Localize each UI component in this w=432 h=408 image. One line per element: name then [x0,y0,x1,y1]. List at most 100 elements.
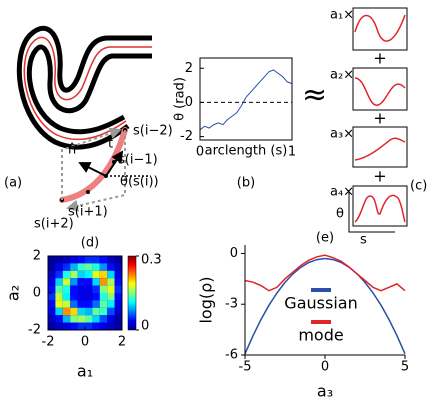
heatmap-cell [70,285,78,293]
heatmap-cell [48,285,56,293]
y-tick-label: 2 [185,61,193,76]
heatmap-cell [107,270,115,279]
heatmap-cell [99,278,108,286]
colorbar-tick-label: 0 [141,319,149,334]
tangent-label: t̂ [107,136,113,151]
worm-drawing [16,25,152,212]
point-label: s(i+1) [68,205,108,220]
term-label: a₄× [330,185,354,200]
heatmap-cell [85,270,93,279]
heatmap-cell [114,300,122,308]
chart-title: (b) [237,176,255,191]
heatmap-cell [92,256,100,264]
data-line [244,254,406,292]
heatmap-cell [92,315,100,323]
x-tick-label: 5 [401,360,409,375]
y-tick-label: 0 [33,286,41,301]
heatmap-cell [62,293,71,301]
heatmap-cell [107,315,115,323]
y-tick-label: -3 [225,297,238,312]
heatmap-cell [77,278,85,286]
heatmap-cell [77,263,85,271]
heatmap-cell [114,270,122,279]
heatmap-cell [70,307,78,316]
x-tick-label: 0 [196,145,204,160]
heatmap-cell [55,285,63,293]
heatmap-cell [48,278,56,286]
data-line [199,69,293,131]
point-label: s(i−2) [133,124,173,139]
heatmap-cell [85,293,93,301]
heatmap-cell [62,285,71,293]
y-tick-label: -2 [28,323,41,338]
x-tick-label: 2 [118,335,126,350]
heatmap-cell [62,307,71,316]
heatmap-cell [62,270,71,279]
chart-title: (d) [81,236,99,251]
heatmap-cell [107,285,115,293]
heatmap-cell [55,293,63,301]
heatmap-cell [70,270,78,279]
heatmap-cell [114,322,122,330]
heatmap-cell [62,263,71,271]
heatmap-cell [77,315,85,323]
approx-sign: ≈ [302,78,327,113]
normal-label: n̂ [68,143,76,158]
heatmap-cell [55,300,63,308]
heatmap-cell [48,315,56,323]
plus-sign: + [373,109,386,128]
colorbar [127,255,137,331]
heatmap-cell [48,300,56,308]
heatmap-cell [114,263,122,271]
heatmap-cell [85,315,93,323]
angle-label: θ(s(i)) [120,175,159,190]
heatmap-cell [99,263,108,271]
heatmap-cell [77,285,85,293]
term-label: a₂× [330,68,354,83]
colorbar-tick-label: 0.3 [141,253,162,268]
legend-label: mode [298,326,343,345]
heatmap-cell [114,293,122,301]
heatmap-cell [77,256,85,264]
heatmap-cell [92,263,100,271]
heatmap-cell [85,285,93,293]
chart-title: (e) [316,231,334,246]
heatmap-cell [92,322,100,330]
heatmap-cell [92,278,100,286]
y-axis-label: log(ρ) [197,276,216,323]
heatmap-cell [99,256,108,264]
heatmap-cell [48,307,56,316]
point-label: s(i−1) [118,153,158,168]
axis-label: s [360,233,367,248]
heatmap-cell [92,307,100,316]
heatmap-cell [114,285,122,293]
plus-sign: + [373,49,386,68]
y-tick-label: 0 [185,95,193,110]
x-tick-label: 1 [288,145,296,160]
heatmap-cell [85,278,93,286]
data-line [244,257,406,355]
heatmap-cell [107,300,115,308]
heatmap-cell [114,256,122,264]
y-tick-label: -2 [180,129,193,144]
x-tick-label: 0 [321,360,329,375]
heatmap-cell [70,322,78,330]
heatmap-cell [77,293,85,301]
heatmap-cell [85,263,93,271]
heatmap-cell [107,278,115,286]
y-tick-label: -6 [225,348,238,363]
axis-label: θ [336,207,344,222]
heatmap-cell [55,263,63,271]
y-tick-label: 2 [33,249,41,264]
heatmap-cell [62,300,71,308]
y-axis-label: θ (rad) [173,77,188,121]
heatmap-cell [99,315,108,323]
heatmap-cell [55,256,63,264]
heatmap-cell [62,322,71,330]
x-tick-label: -5 [239,360,252,375]
heatmap-cell [70,278,78,286]
heatmap-cell [48,293,56,301]
heatmap-cell [107,256,115,264]
heatmap-cell [114,307,122,316]
heatmap-cell [70,300,78,308]
